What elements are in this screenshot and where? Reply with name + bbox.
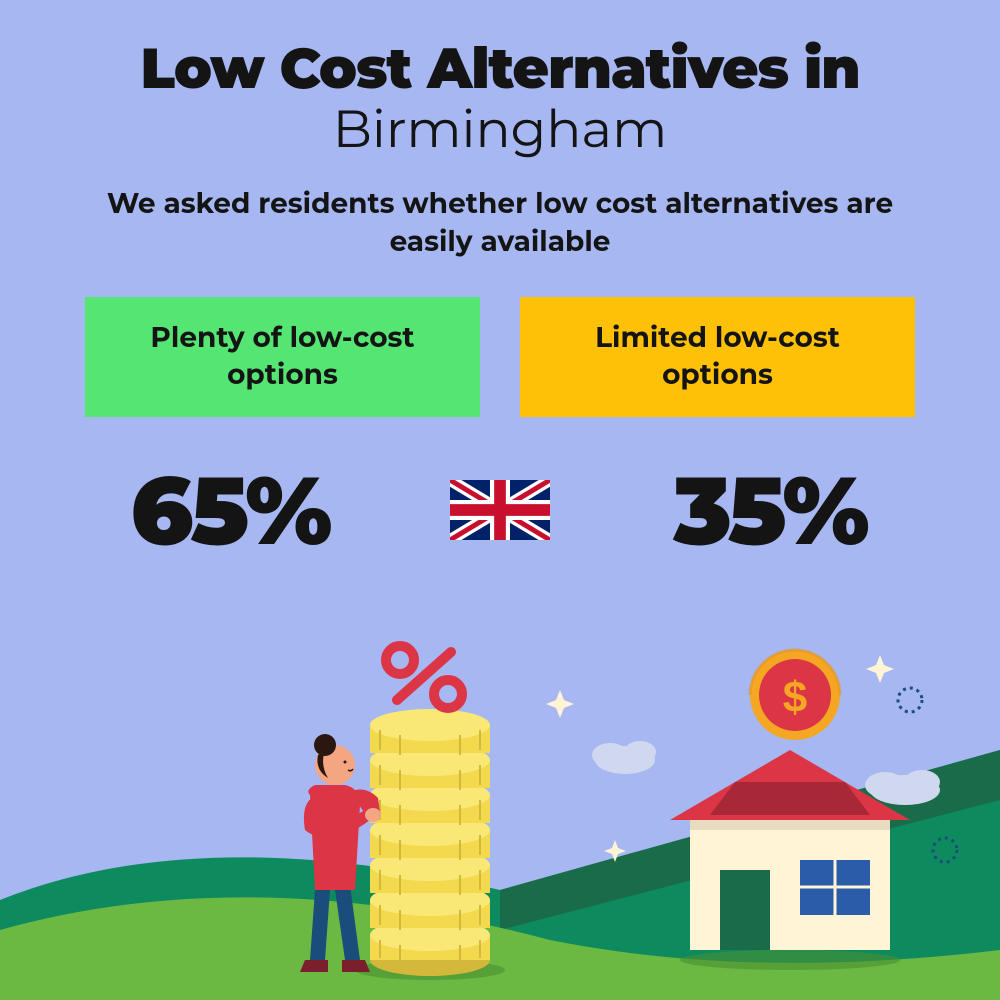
stats-row: 65% 35% xyxy=(0,452,1000,568)
title-line2: Birmingham xyxy=(0,98,1000,161)
dollar-coin-icon: $ xyxy=(750,650,840,740)
option-limited: Limited low-cost options xyxy=(520,297,915,417)
subtitle: We asked residents whether low cost alte… xyxy=(0,186,1000,262)
option-limited-label: Limited low-cost options xyxy=(550,320,885,393)
stat-right: 35% xyxy=(580,452,960,568)
illustration: $ xyxy=(0,620,1000,1000)
option-plenty-label: Plenty of low-cost options xyxy=(115,320,450,393)
sparkle-3 xyxy=(866,655,894,683)
stat-right-value: 35% xyxy=(673,452,866,568)
svg-text:$: $ xyxy=(783,673,807,722)
coin-stack-icon xyxy=(355,709,505,980)
title-container: Low Cost Alternatives in Birmingham xyxy=(0,0,1000,161)
uk-flag-icon xyxy=(450,480,550,540)
options-row: Plenty of low-cost options Limited low-c… xyxy=(0,297,1000,417)
option-plenty: Plenty of low-cost options xyxy=(85,297,480,417)
stat-left-value: 65% xyxy=(131,452,330,568)
percent-icon xyxy=(386,646,462,708)
cloud-left xyxy=(592,741,656,774)
burst-1 xyxy=(898,688,922,712)
title-line1: Low Cost Alternatives in xyxy=(0,35,1000,103)
sparkle-1 xyxy=(546,690,574,718)
stat-left: 65% xyxy=(40,452,420,568)
